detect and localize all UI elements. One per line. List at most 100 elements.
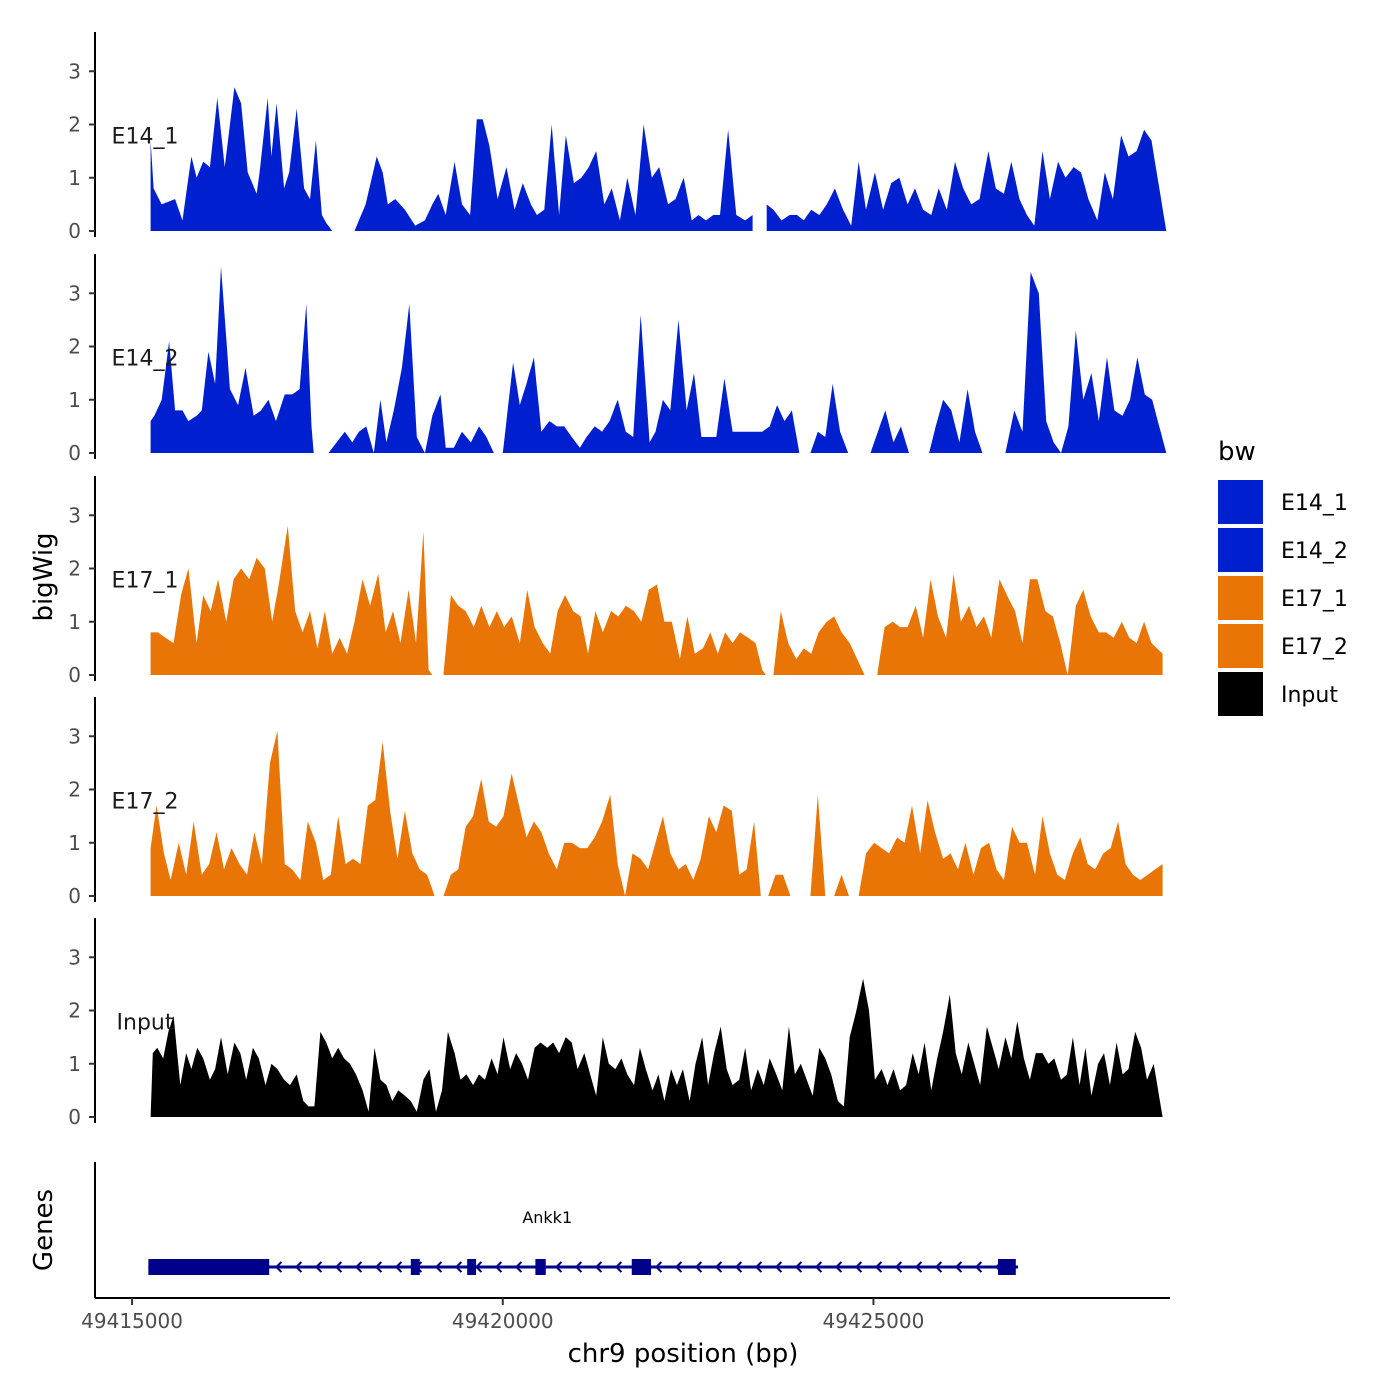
strand-arrow: [494, 1261, 503, 1273]
genes-panel: Ankk1: [94, 1162, 1019, 1298]
strand-arrow: [334, 1261, 343, 1273]
legend-swatch-e14_2: [1218, 528, 1263, 572]
area-e17_2-segment-2: [768, 874, 791, 896]
y-tick-label-e14_1-0: 0: [68, 219, 81, 243]
area-e14_1-segment-0: [150, 87, 333, 231]
y-axis-title: bigWig: [29, 532, 59, 621]
area-e14_1-segment-2: [766, 129, 1167, 231]
strand-arrow: [954, 1261, 963, 1273]
legend-label-input: Input: [1281, 683, 1338, 708]
gene-exon-0: [148, 1259, 270, 1275]
strand-arrow: [834, 1261, 843, 1273]
y-tick-label-e14_1-2: 2: [68, 113, 81, 137]
track-e17_1: 0 1 2 3 E17_1: [68, 476, 1163, 687]
y-tick-label-e17_1-0: 0: [68, 663, 81, 687]
y-tick-label-input-0: 0: [68, 1105, 81, 1129]
area-e14_2-segment-2: [502, 314, 800, 453]
y-tick-label-e14_2-2: 2: [68, 335, 81, 359]
y-tick-label-e14_2-0: 0: [68, 441, 81, 465]
y-tick-label-e17_2-1: 1: [68, 831, 81, 855]
area-e17_2-segment-4: [834, 874, 849, 896]
strand-arrow: [754, 1261, 763, 1273]
legend-swatch-e17_2: [1218, 624, 1263, 668]
gene-model: [148, 1259, 1019, 1275]
track-e14_1: 0 1 2 3 E14_1: [68, 32, 1167, 243]
x-tick-label-0: 49415000: [81, 1309, 183, 1333]
strand-arrow: [714, 1261, 723, 1273]
track-label-e17_1: E17_1: [112, 569, 179, 594]
track-e17_2: 0 1 2 3 E17_2: [68, 697, 1163, 908]
y-tick-label-input-2: 2: [68, 999, 81, 1023]
area-e17_2-segment-3: [803, 794, 826, 896]
strand-arrow: [354, 1261, 363, 1273]
y-tick-label-input-1: 1: [68, 1052, 81, 1076]
y-tick-label-e17_1-2: 2: [68, 557, 81, 581]
y-tick-label-e17_2-2: 2: [68, 778, 81, 802]
strand-arrow: [654, 1261, 663, 1273]
gene-exon-4: [631, 1259, 652, 1275]
legend-label-e14_1: E14_1: [1281, 491, 1348, 516]
y-tick-label-e14_1-1: 1: [68, 166, 81, 190]
track-input: 0 1 2 3 Input: [68, 918, 1163, 1129]
gene-exon-2: [467, 1259, 477, 1275]
x-tick-label-1: 49420000: [452, 1309, 554, 1333]
strand-arrow: [614, 1261, 623, 1273]
strand-arrow: [914, 1261, 923, 1273]
track-label-e14_2: E14_2: [112, 347, 179, 372]
strand-arrow: [674, 1261, 683, 1273]
strand-arrow: [434, 1261, 443, 1273]
strand-arrow: [974, 1261, 983, 1273]
gene-label: Ankk1: [522, 1208, 572, 1227]
area-e14_1-segment-1: [354, 119, 753, 231]
area-e14_2-segment-4: [870, 410, 909, 453]
strand-arrow: [934, 1261, 943, 1273]
gene-exon-5: [998, 1259, 1016, 1275]
strand-arrow: [734, 1261, 743, 1273]
gene-exon-1: [410, 1259, 420, 1275]
y-tick-label-e17_2-0: 0: [68, 884, 81, 908]
y-tick-label-e17_2-3: 3: [68, 724, 81, 748]
area-e14_2-segment-0: [150, 266, 314, 453]
strand-arrow: [554, 1261, 563, 1273]
strand-arrow: [294, 1261, 303, 1273]
legend-label-e14_2: E14_2: [1281, 539, 1348, 564]
area-input-segment-0: [150, 978, 1163, 1117]
strand-arrow: [694, 1261, 703, 1273]
strand-arrow: [874, 1261, 883, 1273]
strand-arrow: [794, 1261, 803, 1273]
y-tick-label-e14_1-3: 3: [68, 59, 81, 83]
strand-arrow: [514, 1261, 523, 1273]
x-axis-ticks: 49415000 49420000 49425000: [81, 1298, 924, 1333]
strand-arrow: [394, 1261, 403, 1273]
area-e17_2-segment-0: [150, 730, 435, 896]
track-label-e17_2: E17_2: [112, 790, 179, 815]
strand-arrow: [894, 1261, 903, 1273]
strand-arrow: [274, 1261, 283, 1273]
area-e17_2-segment-1: [443, 773, 761, 896]
strand-arrow: [454, 1261, 463, 1273]
area-e17_2-segment-5: [858, 800, 1163, 896]
legend-label-e17_2: E17_2: [1281, 635, 1348, 660]
area-e17_1-segment-3: [877, 573, 1163, 675]
genes-axis-title: Genes: [29, 1189, 59, 1271]
track-e14_2: 0 1 2 3 E14_2: [68, 254, 1167, 465]
strand-arrow: [574, 1261, 583, 1273]
area-e17_1-segment-1: [443, 584, 766, 675]
area-e14_2-segment-5: [929, 389, 983, 453]
legend-swatch-e17_1: [1218, 576, 1263, 620]
legend-title: bw: [1218, 437, 1256, 467]
strand-arrow: [774, 1261, 783, 1273]
y-tick-label-e14_2-1: 1: [68, 388, 81, 412]
area-e17_1-segment-0: [150, 525, 433, 675]
track-label-e14_1: E14_1: [112, 125, 179, 150]
area-e14_2-segment-6: [1005, 272, 1167, 453]
x-axis: 49415000 49420000 49425000: [81, 1297, 1170, 1333]
strand-arrow: [594, 1261, 603, 1273]
strand-arrow: [374, 1261, 383, 1273]
legend: bw E14_1 E14_2 E17_1 E17_2 Input: [1218, 437, 1348, 716]
strand-arrow: [474, 1261, 483, 1273]
area-e17_1-segment-2: [773, 611, 865, 675]
legend-label-e17_1: E17_1: [1281, 587, 1348, 612]
strand-arrow: [854, 1261, 863, 1273]
